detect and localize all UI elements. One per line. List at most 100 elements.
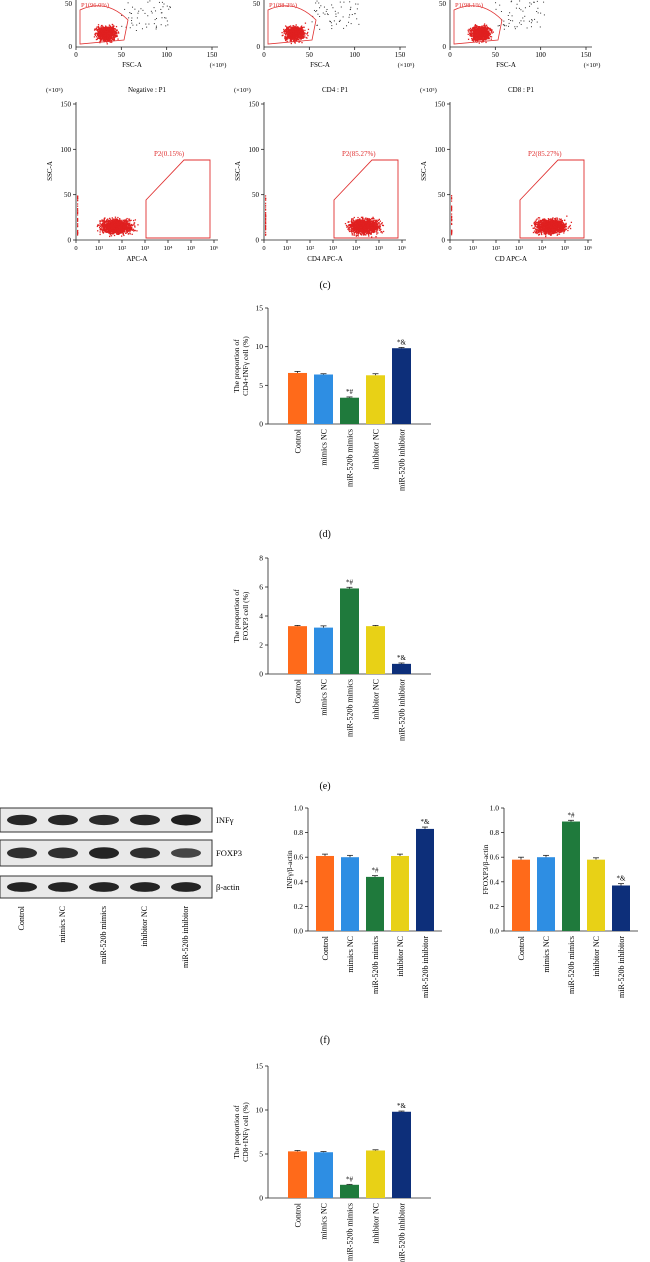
y-tick-label: 0 xyxy=(259,670,263,679)
blot-band xyxy=(89,814,119,826)
caption-d: (d) xyxy=(319,529,331,540)
category-label: inhibitor NC xyxy=(396,936,405,977)
gate-label: P2(85.27%) xyxy=(342,150,376,158)
y-tick-label: 50 xyxy=(438,191,446,199)
category-label: miR-520b mimics xyxy=(371,936,380,994)
bar xyxy=(341,857,359,931)
bar xyxy=(288,372,307,424)
y-tick-label: 50 xyxy=(65,0,73,8)
y-unit-label: (×10⁵) xyxy=(46,87,63,94)
bar xyxy=(391,855,409,931)
blot-band xyxy=(171,848,201,858)
panel-title: CD8 : P1 xyxy=(508,86,535,94)
x-tick-label: 0 xyxy=(262,245,265,252)
significance-label: *# xyxy=(372,867,380,875)
gate-label: P1(88.2%) xyxy=(269,2,297,9)
y-tick-label: 0.8 xyxy=(294,828,304,837)
y-axis-label: The proportion of xyxy=(232,339,241,393)
blot-band xyxy=(89,882,119,892)
y-tick-label: 0.4 xyxy=(294,877,304,886)
y-tick-label: 1.0 xyxy=(294,804,304,813)
significance-label: *# xyxy=(346,388,354,396)
x-tick-label: 0 xyxy=(262,51,266,59)
category-label: miR-520b mimics xyxy=(346,429,355,487)
caption-f: (f) xyxy=(320,1035,330,1046)
bar xyxy=(392,348,411,424)
y-tick-label: 8 xyxy=(259,554,263,563)
y-tick-label: 100 xyxy=(249,146,260,154)
x-tick-label: 10⁵ xyxy=(561,245,570,252)
y-tick-label: 0.4 xyxy=(490,877,500,886)
gate-label: P2(85.27%) xyxy=(528,150,562,158)
category-label: inhibitor NC xyxy=(372,429,381,470)
bar xyxy=(340,1184,359,1198)
y-axis-label: INFγ/β-actin xyxy=(285,850,294,889)
y-tick-label: 50 xyxy=(64,191,72,199)
y-tick-label: 0 xyxy=(68,237,72,245)
x-axis-label: FSC-A xyxy=(310,61,330,69)
x-tick-label: 0 xyxy=(448,51,452,59)
caption-c: (c) xyxy=(319,280,330,291)
bar xyxy=(314,374,333,424)
flow-cytometry-bottom-row: Negative : P1 (×10⁵) 0 50 100 150 SSC-A 0 10¹ 10²… xyxy=(46,86,592,263)
blot-band xyxy=(130,882,160,892)
category-label: inhibitor NC xyxy=(372,1203,381,1244)
x-axis-label: FSC-A xyxy=(122,61,142,69)
bar xyxy=(366,876,384,931)
y-axis-label: SSC-A xyxy=(234,161,242,181)
y-tick-label: 50 xyxy=(253,0,261,8)
x-tick-label: 10³ xyxy=(515,245,524,252)
x-tick-label: 0 xyxy=(448,245,451,252)
y-tick-label: 50 xyxy=(439,0,447,8)
category-label: Control xyxy=(294,428,303,453)
x-axis-label: CD APC-A xyxy=(495,255,527,263)
y-axis-label: The proportion of xyxy=(232,589,241,643)
x-tick-label: 10² xyxy=(492,245,501,252)
x-tick-label: 10¹ xyxy=(95,245,104,252)
x-tick-label: 10⁴ xyxy=(164,245,174,252)
category-label: inhibitor NC xyxy=(592,936,601,977)
bar xyxy=(366,626,385,674)
blot-band xyxy=(171,814,201,826)
category-label: Control xyxy=(321,935,330,960)
category-label: mimics NC xyxy=(320,429,329,466)
x-tick-label: 10⁶ xyxy=(398,245,407,252)
category-label: mimics NC xyxy=(320,679,329,716)
category-label: miR-520b inhibitor xyxy=(421,936,430,998)
y-tick-label: 0 xyxy=(443,43,447,51)
x-tick-label: 10³ xyxy=(141,245,150,252)
blot-row-label: FOXP3 xyxy=(216,848,242,858)
x-tick-label: 150 xyxy=(207,51,218,59)
category-label: miR-520b inhibitor xyxy=(398,679,407,741)
bar xyxy=(314,1152,333,1198)
y-tick-label: 0 xyxy=(259,1194,263,1203)
x-tick-label: 100 xyxy=(349,51,360,59)
bar xyxy=(314,627,333,674)
bar-chart-d: 0 5 10 15 The proportion of CD4+INFγ cell (%)… xyxy=(232,304,431,491)
blot-lane-label: Control xyxy=(17,905,26,930)
caption-e: (e) xyxy=(319,781,330,792)
category-label: mimics NC xyxy=(320,1203,329,1240)
y-tick-label: 1.0 xyxy=(490,804,500,813)
x-unit-label: (×10⁵) xyxy=(398,62,415,69)
significance-label: *& xyxy=(397,1102,407,1110)
bar xyxy=(340,588,359,674)
x-tick-label: 10⁶ xyxy=(584,245,593,252)
bar xyxy=(340,397,359,424)
y-tick-label: 0.6 xyxy=(490,853,500,862)
x-axis-label: APC-A xyxy=(126,255,147,263)
category-label: miR-520b mimics xyxy=(567,936,576,994)
category-label: miR-520b mimics xyxy=(346,679,355,737)
blot-band xyxy=(48,847,78,859)
western-blot: INFγ FOXP3 β-actin Control mimics NC miR-520b… xyxy=(0,807,242,968)
gate-label: P1(96.0%) xyxy=(81,2,109,9)
bar xyxy=(587,859,605,931)
x-tick-label: 150 xyxy=(395,51,406,59)
bar xyxy=(562,821,580,931)
category-label: miR-520b mimics xyxy=(346,1203,355,1261)
category-label: miR-520b inhibitor xyxy=(398,429,407,491)
y-axis-label: CD8+INFγ cell (%) xyxy=(241,1102,250,1162)
x-unit-label: (×10⁵) xyxy=(210,62,227,69)
gate xyxy=(333,159,399,239)
x-tick-label: 50 xyxy=(306,51,314,59)
